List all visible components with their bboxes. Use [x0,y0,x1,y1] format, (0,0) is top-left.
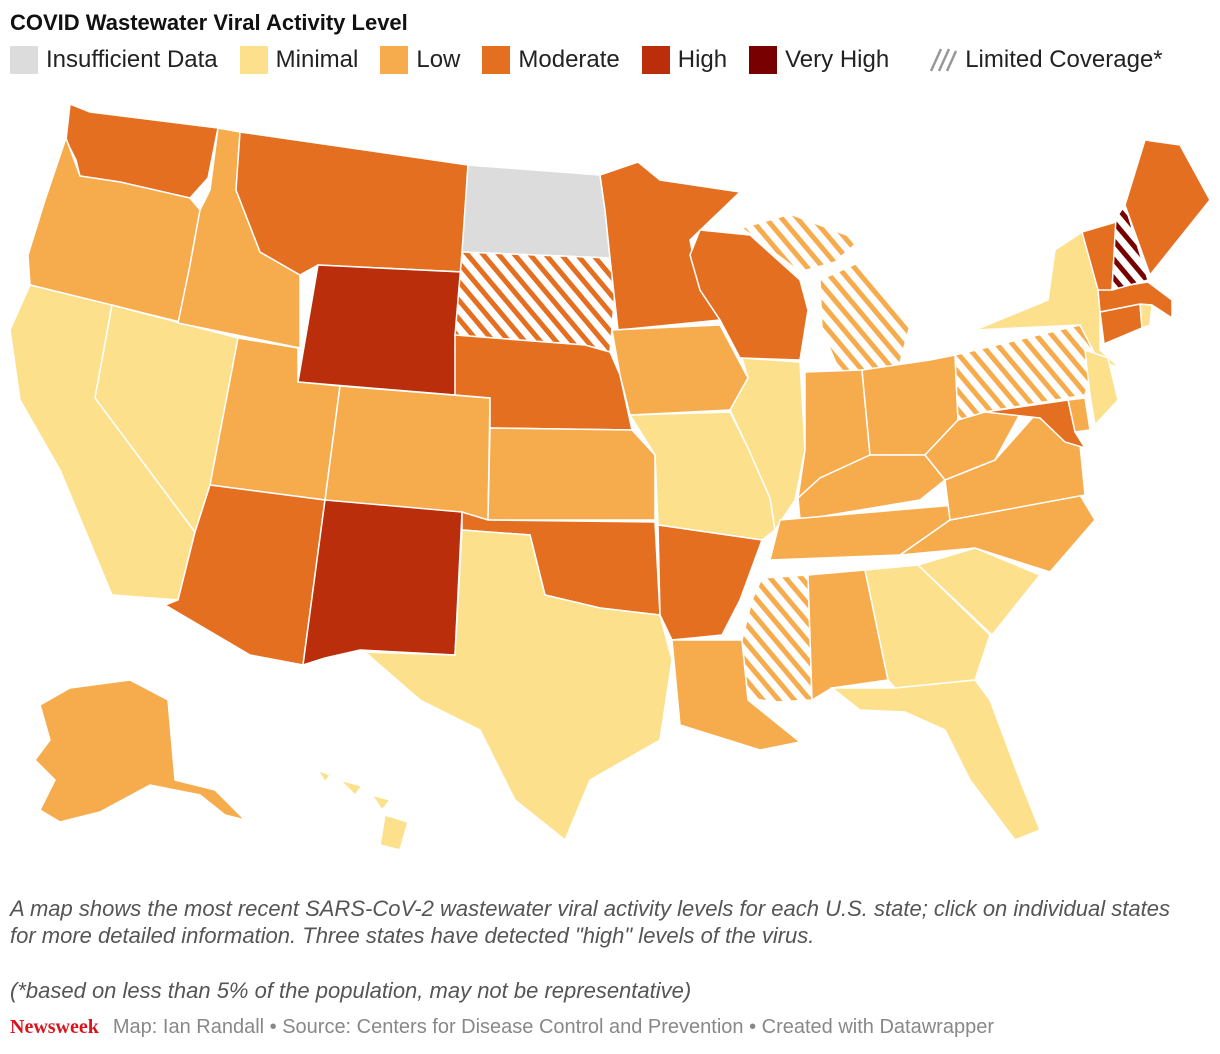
state-ma[interactable] [1097,281,1173,320]
state-hi[interactable] [316,768,409,851]
footnote: (*based on less than 5% of the populatio… [10,978,692,1003]
credits-text: Map: Ian Randall • Source: Centers for D… [112,1016,994,1038]
legend-label: Limited Coverage* [965,46,1163,73]
state-ny[interactable] [974,230,1121,369]
state-ks[interactable] [487,427,656,521]
state-nj[interactable] [1084,348,1119,427]
state-nm[interactable] [302,499,463,667]
credits-bar: Newsweek Map: Ian Randall • Source: Cent… [10,1016,994,1039]
state-fl[interactable] [829,679,1041,841]
legend-swatch [641,46,670,74]
state-nh[interactable] [1111,203,1149,292]
state-mi[interactable] [740,213,911,373]
legend-swatch [380,46,409,74]
legend-label: Insufficient Data [46,46,218,73]
state-nd[interactable] [461,164,611,259]
legend-swatch [749,46,778,74]
legend-item-moderate: Moderate [482,46,620,74]
legend-label: Very High [785,46,890,73]
legend-swatch [239,46,268,74]
state-mt[interactable] [235,131,469,276]
legend-label: Minimal [275,46,359,73]
map-caption: A map shows the most recent SARS-CoV-2 w… [10,896,1170,948]
state-wy[interactable] [297,264,463,396]
legend-swatch [10,46,38,74]
legend-label: Moderate [518,46,620,73]
legend-item-low: Low [380,46,460,74]
state-co[interactable] [324,385,491,521]
newsweek-logo: Newsweek [10,1016,99,1038]
state-al[interactable] [807,569,889,702]
legend-label: Low [416,46,461,73]
map-title: COVID Wastewater Viral Activity Level [10,10,408,35]
legend-swatch [482,46,511,74]
state-ri[interactable] [1139,303,1153,330]
state-me[interactable] [1124,139,1211,277]
legend-item-insufficient: Insufficient Data [10,46,218,74]
legend: Insufficient Data Minimal Low Moderate H… [10,46,1185,74]
state-ia[interactable] [611,324,749,416]
hatch-swatch-icon [930,48,958,72]
state-il[interactable] [729,357,806,533]
legend-item-limited-coverage: Limited Coverage* [929,46,1163,74]
state-ak[interactable] [34,679,248,823]
state-wi[interactable] [689,229,809,361]
state-ar[interactable] [657,524,764,641]
legend-item-very-high: Very High [749,46,889,74]
legend-label: High [677,46,728,73]
legend-item-minimal: Minimal [239,46,359,74]
state-tx[interactable] [362,529,673,842]
state-md[interactable] [984,399,1087,450]
state-ms[interactable] [741,574,813,703]
us-map [9,102,1211,851]
state-sc[interactable] [916,547,1042,637]
legend-item-high: High [641,46,728,74]
